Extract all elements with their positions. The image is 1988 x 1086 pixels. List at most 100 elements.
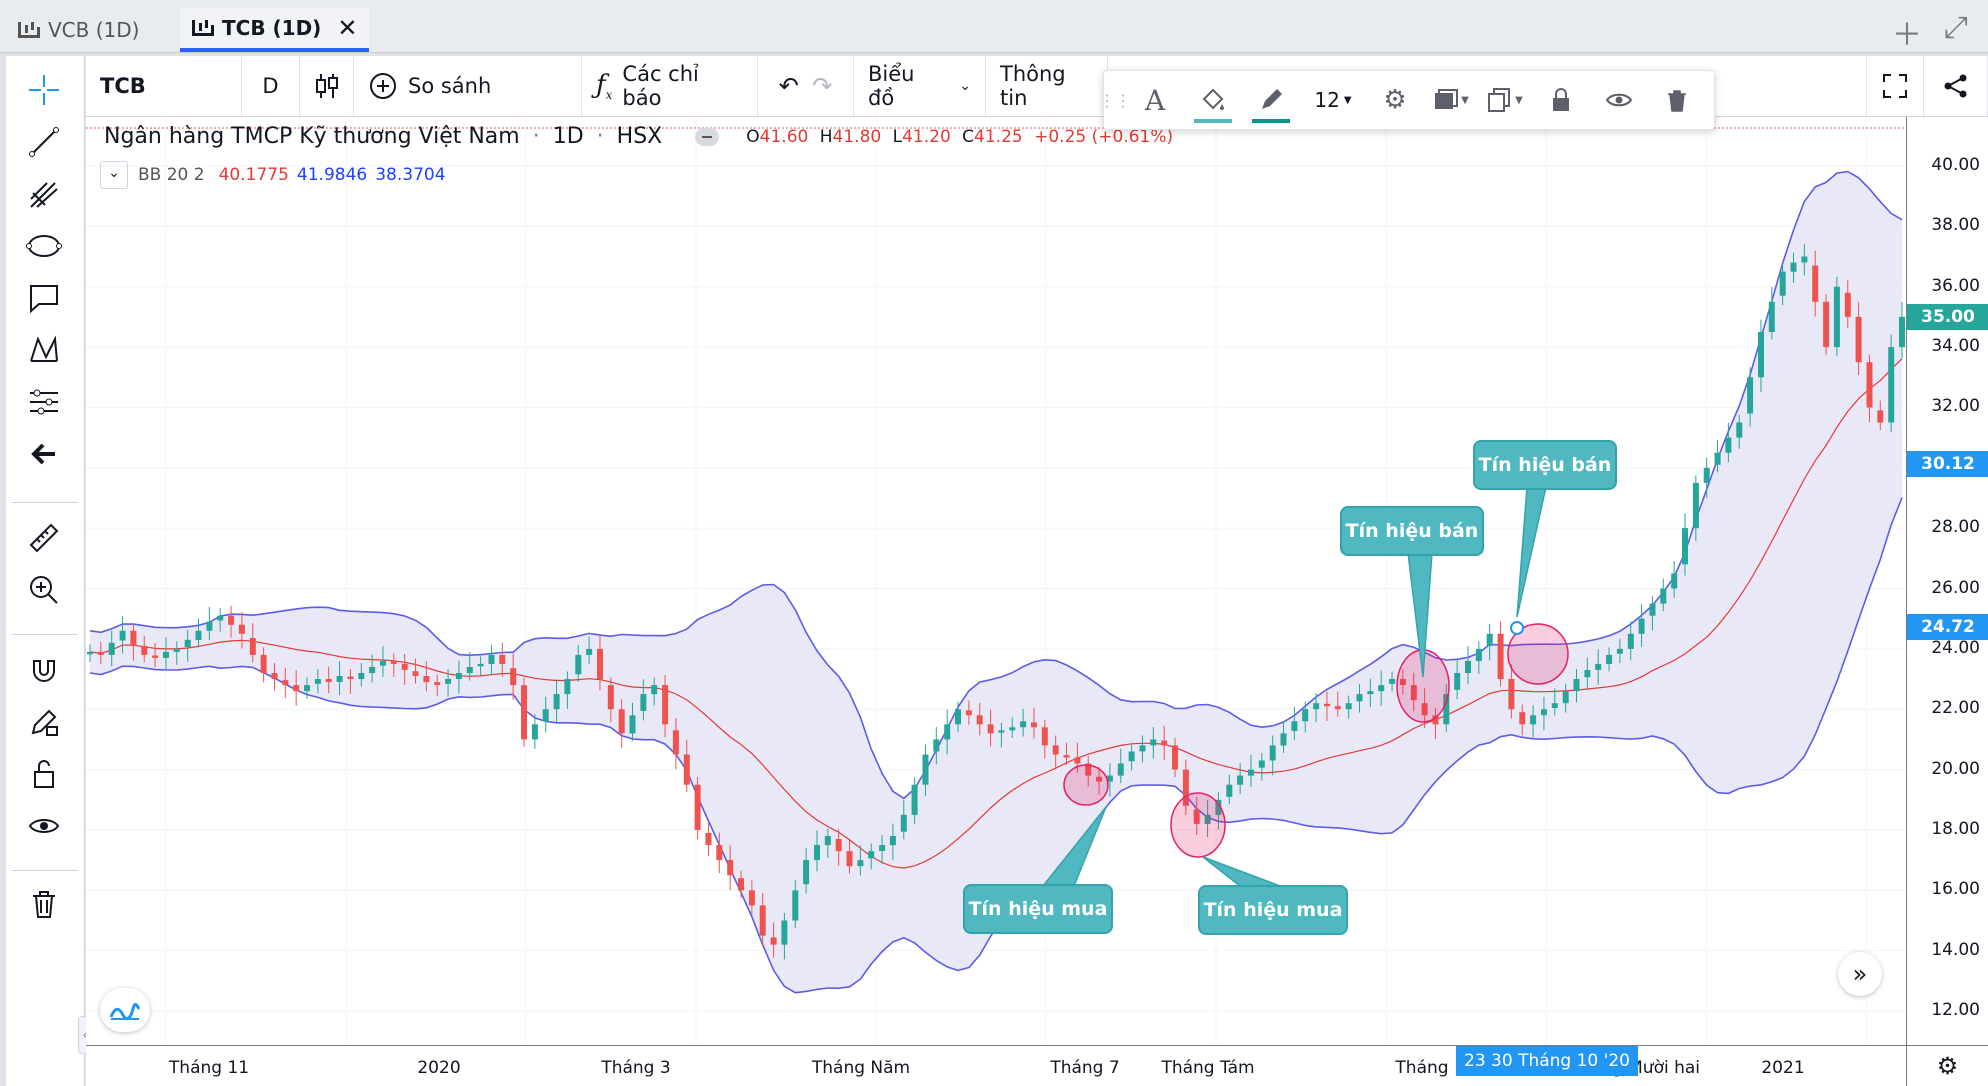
- candle-body: [1486, 633, 1493, 646]
- price-tick-label: 36.00: [1931, 275, 1980, 296]
- candle-body: [1193, 809, 1200, 824]
- candles-group: [87, 244, 1905, 960]
- chart-logo-button[interactable]: [100, 988, 150, 1032]
- visibility-eye-icon[interactable]: [1590, 71, 1648, 129]
- interval-label: D: [262, 74, 279, 98]
- indicator-collapse-button[interactable]: ⌄: [100, 161, 128, 189]
- interval-button[interactable]: D: [242, 56, 300, 116]
- settings-gear-icon[interactable]: ⚙: [1383, 85, 1407, 115]
- candle-body: [1877, 410, 1884, 423]
- lock-drawing-icon[interactable]: [20, 700, 68, 744]
- chart-settings-gear-icon[interactable]: ⚙: [1906, 1045, 1988, 1086]
- undo-icon[interactable]: ↶: [778, 72, 799, 100]
- delete-trash-icon[interactable]: [1648, 71, 1706, 129]
- symbol-label: TCB: [100, 74, 146, 98]
- info-button[interactable]: Thông tin: [986, 56, 1108, 116]
- candle-body: [662, 685, 669, 725]
- symbol-search[interactable]: TCB: [86, 56, 242, 116]
- back-arrow-icon[interactable]: [20, 432, 68, 476]
- tab-tcb[interactable]: TCB (1D) ✕: [180, 8, 370, 52]
- candle-body: [531, 724, 538, 740]
- expand-window-icon[interactable]: ⤢: [1944, 10, 1968, 45]
- candle-body: [1226, 784, 1233, 797]
- sell-signal-callout[interactable]: Tín hiệu bán: [1473, 440, 1617, 490]
- candle-body: [152, 655, 159, 658]
- candle-body: [889, 836, 896, 846]
- ellipse-shape-icon[interactable]: [20, 224, 68, 268]
- price-tick-label: 38.00: [1931, 215, 1980, 236]
- tab-label: VCB (1D): [48, 18, 140, 42]
- crosshair-icon[interactable]: [20, 68, 68, 112]
- pitchfork-icon[interactable]: [20, 172, 68, 216]
- candle-body: [694, 784, 701, 830]
- trend-line-icon[interactable]: [20, 120, 68, 164]
- candle-body: [1541, 709, 1547, 716]
- tab-vcb[interactable]: VCB (1D): [6, 8, 151, 52]
- candle-body: [130, 630, 137, 646]
- candles-icon: [315, 74, 338, 98]
- font-size-select[interactable]: 12 ▼: [1300, 71, 1366, 129]
- fill-color-icon[interactable]: [1184, 71, 1242, 129]
- compare-button[interactable]: So sánh: [354, 56, 582, 116]
- legend-open: 41.60: [759, 127, 809, 147]
- candle-body: [1790, 262, 1797, 272]
- chart-tab-icon: [192, 20, 214, 36]
- sell-pointer: [1516, 486, 1547, 618]
- candle-body: [1768, 301, 1775, 332]
- lock-icon[interactable]: [1532, 71, 1590, 129]
- caret-down-icon: ▼: [1343, 94, 1352, 106]
- candle-body: [1855, 316, 1862, 363]
- clone-icon[interactable]: ▼: [1476, 71, 1532, 129]
- zoom-in-icon[interactable]: [20, 568, 68, 612]
- sell-signal-callout[interactable]: Tín hiệu bán: [1340, 506, 1484, 556]
- candle-body: [716, 845, 723, 861]
- background-toggle-icon[interactable]: ▼: [1424, 71, 1476, 129]
- candle-body: [965, 710, 972, 716]
- unlock-icon[interactable]: [20, 752, 68, 796]
- candle-body: [781, 920, 788, 945]
- pattern-icon[interactable]: [20, 328, 68, 372]
- close-tab-icon[interactable]: ✕: [337, 14, 358, 42]
- candle-body: [1172, 745, 1178, 770]
- candle-body: [1692, 482, 1699, 529]
- share-button[interactable]: [1924, 56, 1988, 116]
- line-color-icon[interactable]: [1242, 71, 1300, 129]
- price-axis[interactable]: 40.0038.0036.0034.0032.0030.0028.0026.00…: [1906, 117, 1988, 1045]
- candle-body: [922, 754, 929, 785]
- chart-menu-button[interactable]: Biểu đồ ⌄: [854, 56, 986, 116]
- candle-body: [672, 730, 679, 755]
- candle-body: [1823, 301, 1830, 348]
- fib-levels-icon[interactable]: [20, 380, 68, 424]
- trash-icon[interactable]: [20, 882, 68, 926]
- candle-body: [1150, 739, 1157, 746]
- eye-icon[interactable]: [20, 804, 68, 848]
- chart-style-button[interactable]: [300, 56, 354, 116]
- ruler-icon[interactable]: [20, 516, 68, 560]
- candle-body: [369, 667, 376, 673]
- candle-body: [293, 685, 300, 692]
- time-axis[interactable]: 2021 háng Mười hai Tháng Tháng Tám Tháng 7 Th…: [86, 1045, 1906, 1086]
- candle-body: [1389, 679, 1396, 684]
- magnet-icon[interactable]: [20, 648, 68, 692]
- text-tool-icon[interactable]: A: [1144, 83, 1166, 117]
- legend-interval: 1D: [552, 124, 584, 149]
- text-callout-icon[interactable]: [20, 276, 68, 320]
- signal-ellipse: [1170, 792, 1226, 858]
- add-tab-icon[interactable]: ＋: [1892, 18, 1922, 53]
- candle-body: [1313, 703, 1320, 710]
- fullscreen-button[interactable]: [1866, 56, 1924, 116]
- bb-basis-value: 40.1775: [218, 165, 289, 185]
- indicators-button[interactable]: ƒx Các chỉ báo: [582, 56, 758, 116]
- candle-body: [1508, 679, 1515, 710]
- undo-redo-group: ↶ ↷: [758, 56, 854, 116]
- buy-signal-callout[interactable]: Tín hiệu mua: [1198, 885, 1348, 935]
- legend-collapse-icon[interactable]: [695, 128, 720, 146]
- candle-body: [1747, 377, 1754, 414]
- candle-body: [900, 814, 907, 832]
- drag-handle-icon[interactable]: ⋮⋮: [1099, 90, 1131, 110]
- redo-icon[interactable]: ↷: [812, 72, 833, 100]
- candle-body: [1106, 775, 1113, 782]
- scroll-to-realtime-button[interactable]: »: [1838, 952, 1882, 996]
- buy-signal-callout[interactable]: Tín hiệu mua: [963, 884, 1113, 934]
- top-toolbar: TCB D So sánh ƒx Các chỉ báo ↶ ↷ Biểu đồ…: [86, 56, 1988, 117]
